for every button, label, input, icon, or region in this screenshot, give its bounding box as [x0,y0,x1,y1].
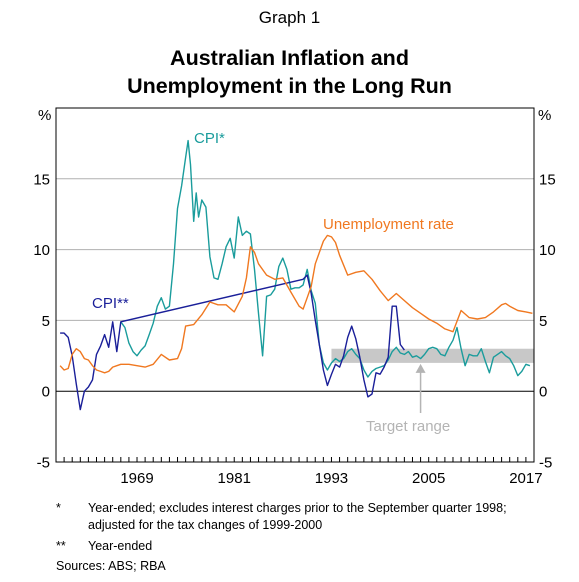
footnote-1: * Year-ended; excludes interest charges … [56,500,556,534]
y-tick-label-right: 15 [539,171,556,188]
target-band-layer [331,348,534,363]
x-tick-label: 2005 [412,470,445,487]
line-chart: CPI* CPI** Unemployment rate Target range -… [33,107,555,487]
chart-title-line-2: Unemployment in the Long Run [127,74,452,98]
y-unit-left: % [38,107,51,124]
cpi-yearended-line [60,274,405,411]
y-tick-label-right: 5 [539,313,547,330]
cpi-double-star-label: CPI** [92,295,129,312]
y-tick-label-left: -5 [37,455,50,472]
footnote-2-mark: ** [56,539,66,553]
footnote-2: ** Year-ended [56,538,556,555]
target-range-band [331,348,534,363]
chart-title: Australian Inflation and Unemployment in… [0,44,579,100]
footnote-1-mark: * [56,501,61,515]
y-tick-label-left: 10 [33,242,50,259]
y-tick-label-right: -5 [539,455,552,472]
x-tick-label: 2017 [509,470,542,487]
y-unit-right: % [538,107,551,124]
plot-frame [55,107,535,463]
target-range-label: Target range [366,418,450,435]
y-tick-label-left: 0 [42,384,50,401]
unemployment-rate-line [59,234,533,374]
y-tick-label-right: 0 [539,384,547,401]
x-tick-label: 1981 [218,470,251,487]
cpi-star-label: CPI* [194,130,225,147]
target-range-arrowhead [415,363,426,373]
chart-title-line-1: Australian Inflation and [170,46,409,70]
footnote-1-text: Year-ended; excludes interest charges pr… [88,501,507,532]
footnote-2-text: Year-ended [88,539,153,553]
x-tick-label: 1993 [315,470,348,487]
y-tick-label-right: 10 [539,242,556,259]
footnotes: * Year-ended; excludes interest charges … [56,500,556,575]
plot-frame-fill [56,108,534,462]
annotations: CPI* CPI** Unemployment rate Target range [92,130,454,435]
y-tick-label-left: 15 [33,171,50,188]
y-tick-label-left: 5 [42,313,50,330]
sources-line: Sources: ABS; RBA [56,559,166,573]
unemployment-label: Unemployment rate [323,216,454,233]
series-lines [59,139,533,411]
graph-number: Graph 1 [258,8,321,27]
x-tick-label: 1969 [120,470,153,487]
axes: -5 -5 0 0 5 5 10 10 15 15% % 1969 1981 1993 2005 2017 [33,107,555,487]
